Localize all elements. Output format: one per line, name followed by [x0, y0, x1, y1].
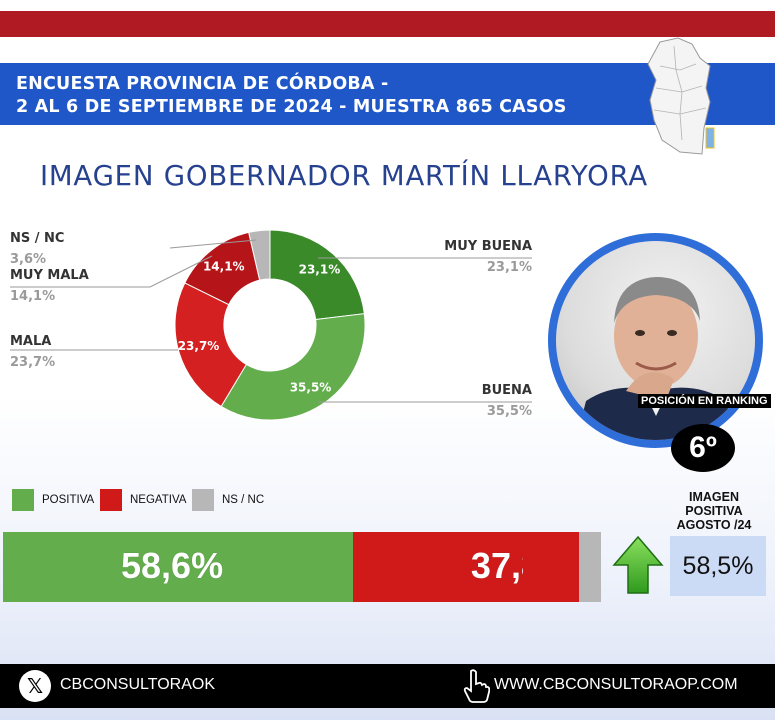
stacked-bar: 58,6%37,8%3,6 [3, 532, 601, 602]
governor-photo [548, 233, 763, 448]
donut-category-label: MALA [10, 334, 51, 349]
survey-title-line2: 2 AL 6 DE SEPTIEMBRE DE 2024 - MUESTRA 8… [16, 97, 567, 117]
cordoba-map-icon [647, 37, 715, 155]
donut-category-value: 23,1% [487, 260, 532, 275]
donut-slice-value-label: 35,5% [290, 381, 332, 395]
previous-image-label: IMAGEN POSITIVA AGOSTO /24 [676, 490, 752, 532]
legend-swatch-nsnc [192, 489, 214, 511]
donut-slice-ns-nc [248, 229, 271, 281]
pointer-hand-icon [463, 669, 490, 703]
bar-segment-ns-nc: 3,6 [523, 532, 601, 602]
donut-slice-muy-buena [269, 229, 365, 321]
legend-nsnc: NS / NC [192, 488, 264, 512]
legend-label-nsnc: NS / NC [222, 494, 265, 506]
footer-bar: 𝕏 CBCONSULTORAOK WWW.CBCONSULTORAOP.COM [0, 664, 775, 708]
donut-category-label: NS / NC [10, 231, 64, 246]
donut-category-value: 23,7% [10, 355, 55, 370]
donut-category-label: MUY MALA [10, 268, 89, 283]
legend-negativa: NEGATIVA [100, 488, 186, 512]
donut-slice-value-label: 23,7% [178, 339, 220, 353]
donut-slice-value-label: 14,1% [203, 260, 245, 274]
bar-segment-positiva: 58,6% [3, 532, 353, 602]
leader-line [169, 239, 257, 249]
social-handle[interactable]: CBCONSULTORAOK [60, 676, 215, 693]
ranking-badge: 6º [671, 424, 735, 472]
leader-line [10, 255, 213, 288]
bar-segment-value: 58,6% [121, 545, 224, 586]
x-logo-icon[interactable]: 𝕏 [19, 670, 51, 702]
legend-label-positiva: POSITIVA [42, 494, 95, 506]
donut-slice-value-label: 23,1% [299, 262, 341, 276]
portrait-image [556, 241, 755, 440]
donut-slice-mala [174, 282, 248, 408]
legend-label-negativa: NEGATIVA [130, 494, 187, 506]
donut-category-label: BUENA [482, 383, 532, 398]
legend-swatch-negativa [100, 489, 122, 511]
legend-swatch-positiva [12, 489, 34, 511]
survey-title-line1: ENCUESTA PROVINCIA DE CÓRDOBA - [16, 74, 389, 94]
title-band: ENCUESTA PROVINCIA DE CÓRDOBA - 2 AL 6 D… [0, 63, 775, 125]
arrow-up-icon [612, 535, 664, 594]
ranking-label: POSICIÓN EN RANKING [638, 394, 771, 408]
donut-category-value: 35,5% [487, 404, 532, 419]
legend-positiva: POSITIVA [12, 488, 94, 512]
website-link[interactable]: WWW.CBCONSULTORAOP.COM [494, 676, 738, 693]
top-red-band [0, 11, 775, 37]
person-illustration-icon [576, 277, 736, 440]
donut-category-label: MUY BUENA [444, 239, 532, 254]
page-headline: IMAGEN GOBERNADOR MARTÍN LLARYORA [40, 160, 648, 192]
donut-chart: 23,1% 35,5% 23,7% 14,1% MUY BUENA 23,1% BUENA 3… [10, 229, 532, 421]
previous-image-value: 58,5% [670, 536, 766, 596]
donut-slice-buena [220, 313, 366, 421]
donut-category-value: 14,1% [10, 289, 55, 304]
donut-category-value: 3,6% [10, 252, 46, 267]
